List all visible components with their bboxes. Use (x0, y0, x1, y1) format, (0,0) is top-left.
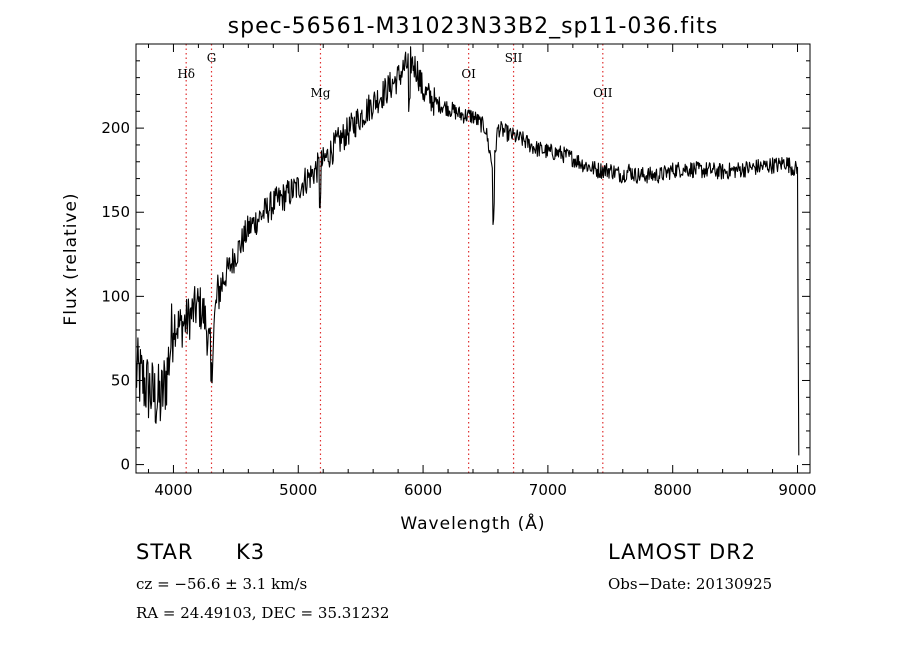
spectrum-line (135, 46, 800, 456)
line-marker-label: G (207, 51, 217, 65)
tick-labels: 4000 5000 6000 7000 8000 9000 0 50 100 150 200 (101, 119, 816, 499)
survey-name: LAMOST DR2 (608, 540, 757, 564)
coordinates: RA = 24.49103, DEC = 35.31232 (136, 604, 390, 622)
y-tick-label: 150 (101, 203, 130, 221)
y-axis-label: Flux (relative) (61, 192, 81, 325)
plot-frame (135, 43, 811, 474)
x-axis-label: Wavelength (Å) (400, 512, 545, 534)
y-tick-label: 0 (120, 456, 130, 474)
y-tick-label: 50 (111, 371, 130, 389)
y-tick-label: 200 (101, 119, 130, 137)
object-subclass: K3 (236, 540, 266, 564)
line-marker-label: Hδ (177, 67, 195, 81)
y-tick-label: 100 (101, 287, 130, 305)
line-marker-label: OI (461, 67, 476, 81)
x-tick-label: 5000 (279, 481, 317, 499)
object-class: STAR (136, 540, 194, 564)
chart-title: spec-56561-M31023N33B2_sp11-036.fits (228, 14, 719, 39)
redshift-velocity: cz = −56.6 ± 3.1 km/s (136, 575, 308, 593)
line-marker-label: OII (593, 86, 613, 100)
x-tick-label: 4000 (154, 481, 192, 499)
line-marker-label: Mg (310, 86, 330, 100)
x-tick-label: 8000 (654, 481, 692, 499)
marker-labels: Hδ G Mg OI SII OII (177, 51, 612, 100)
observation-date: Obs−Date: 20130925 (608, 575, 773, 593)
line-marker-label: SII (505, 51, 523, 65)
x-tick-label: 6000 (404, 481, 442, 499)
x-tick-label: 9000 (778, 481, 816, 499)
x-tick-label: 7000 (529, 481, 567, 499)
line-markers (185, 44, 604, 473)
axis-ticks (136, 44, 810, 473)
